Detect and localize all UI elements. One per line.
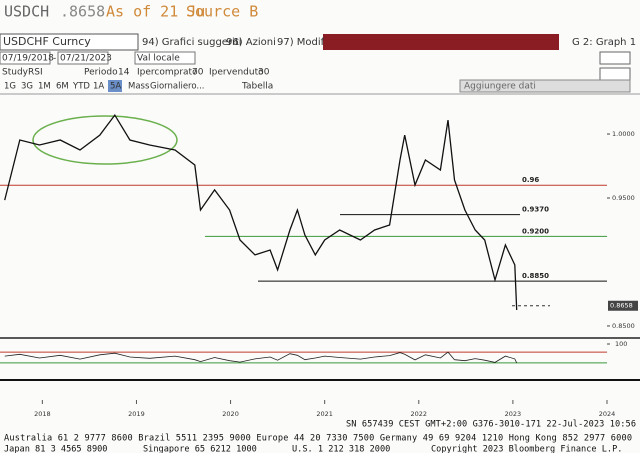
period-button[interactable]: 5A: [110, 82, 121, 92]
period-button[interactable]: 3G: [21, 82, 33, 92]
period-active: [108, 80, 122, 92]
y-tick-label: 0.8500: [612, 322, 635, 330]
x-tick-label: 2023: [505, 410, 522, 418]
contact-line: U.S. 1 212 318 2000: [292, 445, 390, 453]
period-button[interactable]: 1A: [93, 82, 104, 92]
toolbar-button[interactable]: 96) Azioni: [226, 37, 276, 48]
overbought-label: Ipercomprato: [137, 68, 198, 78]
period: 14: [118, 68, 130, 78]
period-button[interactable]: YTD: [72, 82, 90, 92]
as-of: As of 21 Ju: [106, 3, 205, 21]
rsi-tick-label: 100: [615, 340, 627, 348]
price: .8658: [60, 3, 105, 21]
input-box[interactable]: [134, 51, 196, 65]
y-tick-label: 1.0000: [612, 130, 635, 138]
price-line: [4, 113, 518, 311]
study-label: Study: [2, 68, 29, 78]
oversold-label: Ipervenduto: [209, 68, 264, 78]
rsi-line: [4, 351, 518, 364]
last-price-badge: [608, 300, 638, 311]
period-button[interactable]: Giornaliero...: [150, 82, 205, 92]
level-label: 0.9200: [522, 227, 549, 235]
input-box[interactable]: [0, 51, 51, 65]
table-button[interactable]: Tabella: [241, 82, 273, 92]
window-button[interactable]: [599, 67, 631, 81]
period-label: Periodo: [84, 68, 118, 78]
overbought: 70: [192, 68, 204, 78]
title-bar: [323, 34, 559, 50]
x-tick-label: 2022: [411, 410, 428, 418]
study-name: RSI: [28, 68, 43, 78]
source: Source B: [186, 3, 258, 21]
level-label: 0.9370: [522, 206, 549, 214]
period-button[interactable]: 1G: [4, 82, 16, 92]
annotation-ellipse: [32, 115, 178, 165]
oversold: 30: [258, 68, 270, 78]
x-tick-label: 2024: [599, 410, 616, 418]
last-price-label: 0.8658: [610, 302, 633, 310]
toolbar-button[interactable]: 94) Grafici suggeriti: [142, 37, 242, 48]
range-end: 07/21/2023: [60, 54, 112, 64]
x-tick-label: 2020: [222, 410, 239, 418]
window-button[interactable]: [599, 51, 631, 65]
period-button[interactable]: 6M: [56, 82, 69, 92]
security[interactable]: USDCHF Curncy: [3, 35, 91, 48]
status-line: SN 657439 CEST GMT+2:00 G376-3010-171 22…: [346, 420, 636, 430]
y-tick-label: 0.9500: [612, 194, 635, 202]
range-sep: -: [53, 54, 56, 64]
level-label: 0.8850: [522, 272, 549, 280]
period-button[interactable]: 1M: [38, 82, 51, 92]
level-label: 0.96: [522, 176, 539, 184]
security-box[interactable]: [0, 33, 139, 51]
toolbar-button[interactable]: 97) Modif: [277, 37, 325, 48]
contact-line: Singapore 65 6212 1000: [143, 445, 257, 453]
graph-name: G 2: Graph 1: [572, 37, 636, 48]
ticker: USDCH: [4, 3, 49, 21]
add-data[interactable]: Aggiungere dati: [464, 82, 536, 92]
range-start: 07/19/2018: [2, 54, 54, 64]
period-button[interactable]: Mass: [128, 82, 150, 92]
input-box[interactable]: [57, 51, 109, 65]
currency: Val locale: [137, 54, 180, 64]
contact-line: Copyright 2023 Bloomberg Finance L.P.: [431, 445, 622, 453]
contact-line: Japan 81 3 4565 8900: [4, 445, 107, 453]
contact-line: Australia 61 2 9777 8600 Brazil 5511 239…: [4, 434, 632, 444]
x-tick-label: 2019: [128, 410, 145, 418]
x-tick-label: 2021: [316, 410, 333, 418]
x-tick-label: 2018: [34, 410, 51, 418]
add-data-box[interactable]: [459, 79, 631, 93]
